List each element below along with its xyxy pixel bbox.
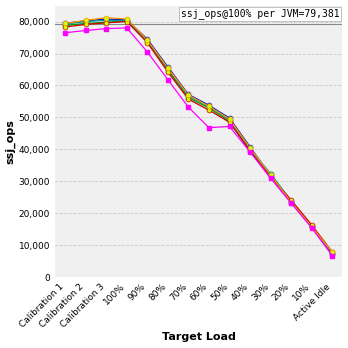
X-axis label: Target Load: Target Load [162,332,236,342]
Y-axis label: ssj_ops: ssj_ops [6,119,16,164]
Text: ssj_ops@100% per JVM=79,381: ssj_ops@100% per JVM=79,381 [181,8,340,19]
